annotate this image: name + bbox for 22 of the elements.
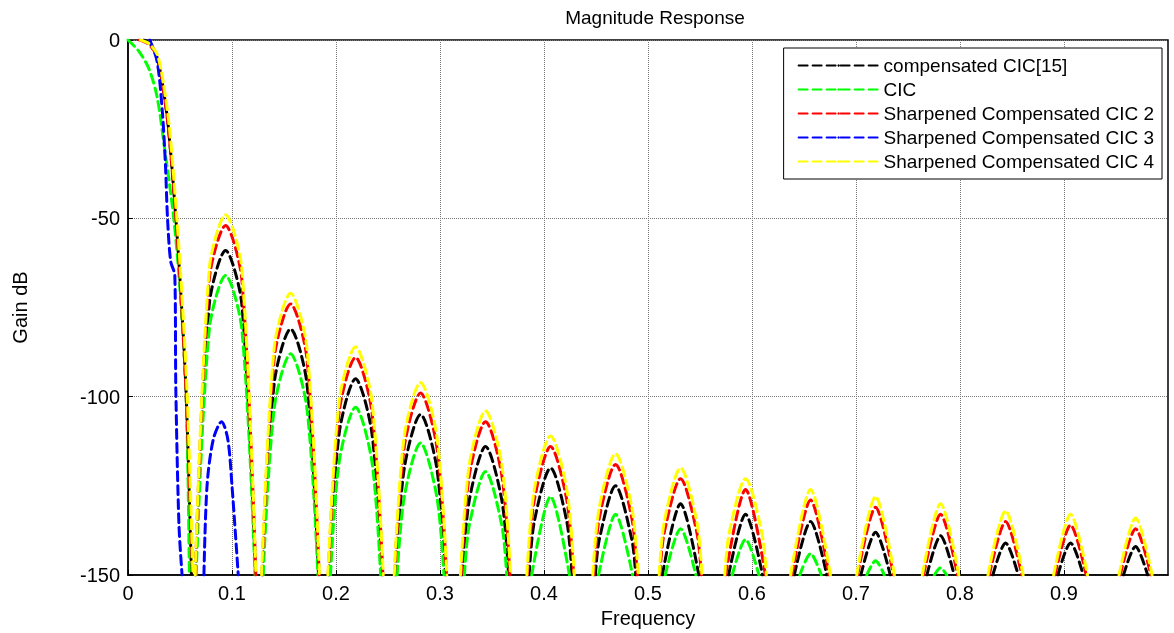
legend-label: CIC bbox=[883, 79, 917, 100]
x-tick-label: 0.1 bbox=[218, 582, 246, 604]
y-tick-label: 0 bbox=[108, 29, 120, 51]
x-tick-label: 0.8 bbox=[946, 582, 974, 604]
x-tick-label: 0.5 bbox=[634, 582, 662, 604]
y-tick-label: -100 bbox=[79, 385, 120, 408]
y-axis-title: Gain dB bbox=[9, 271, 31, 344]
y-tick-label: -50 bbox=[91, 207, 120, 230]
y-tick-label: -150 bbox=[79, 564, 120, 586]
legend-label: Sharpened Compensated CIC 2 bbox=[883, 103, 1154, 124]
x-tick-label: 0.3 bbox=[426, 582, 454, 604]
x-tick-label: 0.9 bbox=[1050, 582, 1078, 604]
x-tick-label: 0.6 bbox=[738, 582, 766, 604]
x-axis-title: Frequency bbox=[600, 606, 696, 629]
x-tick-label: 0.7 bbox=[842, 582, 870, 604]
x-tick-label: 0.2 bbox=[322, 582, 350, 604]
chart-title: Magnitude Response bbox=[565, 7, 745, 28]
legend-label: compensated CIC[15] bbox=[883, 55, 1068, 76]
x-tick-label: 0 bbox=[122, 582, 134, 604]
legend-label: Sharpened Compensated CIC 4 bbox=[883, 151, 1155, 172]
legend-label: Sharpened Compensated CIC 3 bbox=[883, 127, 1154, 148]
x-tick-label: 0.4 bbox=[530, 582, 558, 604]
